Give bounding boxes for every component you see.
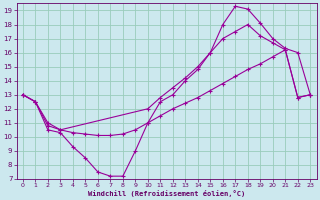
- X-axis label: Windchill (Refroidissement éolien,°C): Windchill (Refroidissement éolien,°C): [88, 190, 245, 197]
